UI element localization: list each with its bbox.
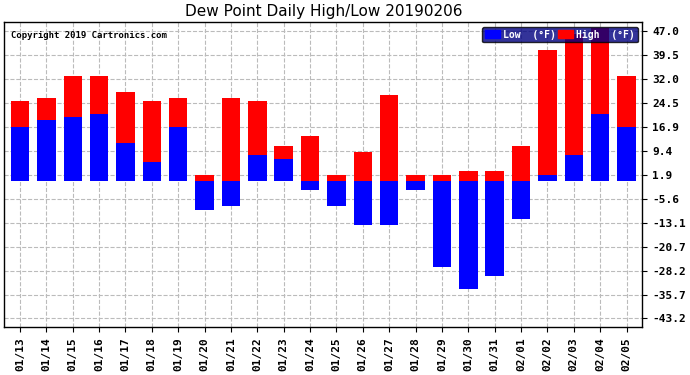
Bar bbox=[380, 181, 398, 225]
Bar bbox=[591, 28, 609, 181]
Bar bbox=[275, 146, 293, 181]
Bar bbox=[538, 50, 557, 181]
Bar bbox=[406, 181, 425, 190]
Bar bbox=[433, 174, 451, 181]
Bar bbox=[11, 127, 29, 181]
Bar bbox=[564, 34, 583, 181]
Bar bbox=[90, 114, 108, 181]
Bar bbox=[301, 136, 319, 181]
Bar bbox=[248, 101, 266, 181]
Bar bbox=[63, 117, 82, 181]
Bar bbox=[327, 181, 346, 206]
Bar bbox=[143, 162, 161, 181]
Bar bbox=[169, 98, 188, 181]
Bar bbox=[353, 181, 372, 225]
Bar bbox=[221, 181, 240, 206]
Text: Copyright 2019 Cartronics.com: Copyright 2019 Cartronics.com bbox=[10, 31, 166, 40]
Title: Dew Point Daily High/Low 20190206: Dew Point Daily High/Low 20190206 bbox=[184, 4, 462, 19]
Bar bbox=[512, 181, 531, 219]
Bar bbox=[512, 146, 531, 181]
Bar bbox=[195, 181, 214, 210]
Bar bbox=[195, 174, 214, 181]
Bar bbox=[564, 156, 583, 181]
Bar bbox=[116, 143, 135, 181]
Bar bbox=[63, 76, 82, 181]
Bar bbox=[406, 174, 425, 181]
Bar bbox=[618, 76, 635, 181]
Bar bbox=[221, 98, 240, 181]
Bar bbox=[143, 101, 161, 181]
Bar bbox=[116, 92, 135, 181]
Bar bbox=[37, 98, 56, 181]
Bar bbox=[538, 174, 557, 181]
Bar bbox=[591, 114, 609, 181]
Bar bbox=[433, 181, 451, 267]
Bar bbox=[37, 120, 56, 181]
Bar bbox=[486, 171, 504, 181]
Bar bbox=[380, 95, 398, 181]
Bar bbox=[301, 181, 319, 190]
Bar bbox=[275, 159, 293, 181]
Bar bbox=[486, 181, 504, 276]
Bar bbox=[327, 174, 346, 181]
Bar bbox=[459, 171, 477, 181]
Bar bbox=[618, 127, 635, 181]
Bar bbox=[169, 127, 188, 181]
Legend: Low  (°F), High  (°F): Low (°F), High (°F) bbox=[482, 27, 638, 42]
Bar bbox=[459, 181, 477, 289]
Bar bbox=[90, 76, 108, 181]
Bar bbox=[11, 101, 29, 181]
Bar bbox=[353, 152, 372, 181]
Bar bbox=[248, 156, 266, 181]
